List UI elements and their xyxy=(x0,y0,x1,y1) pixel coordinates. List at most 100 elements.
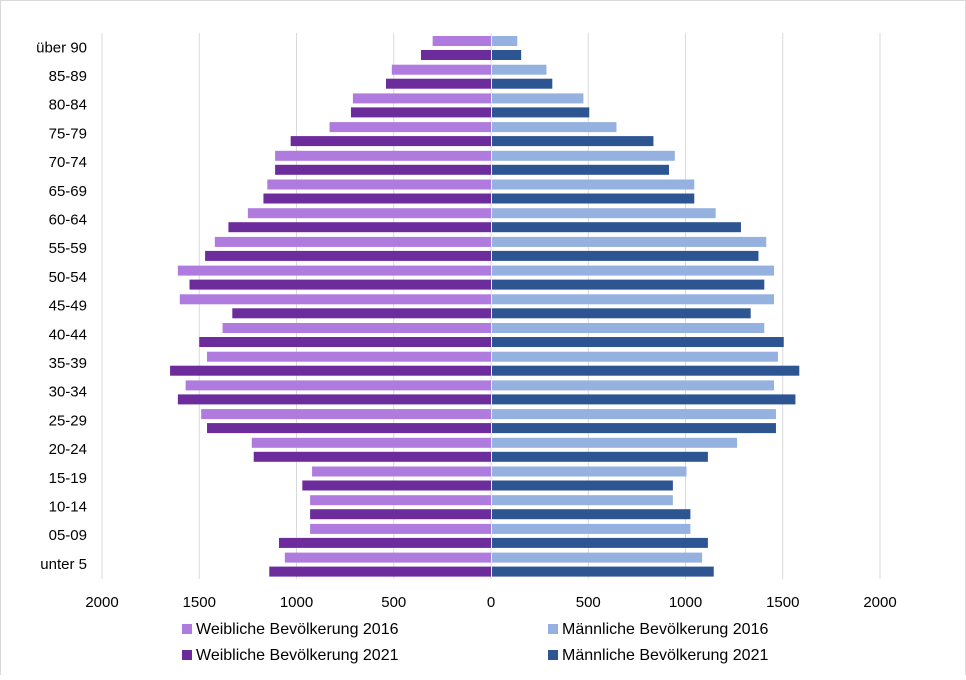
bar-right-3 xyxy=(492,308,751,319)
bar-left-0 xyxy=(310,523,491,534)
bar-left-0 xyxy=(267,179,491,190)
bar-left-1 xyxy=(199,337,491,347)
bar-left-1 xyxy=(385,78,491,89)
bar-right-2 xyxy=(492,294,775,305)
x-tick-label: 2000 xyxy=(863,594,896,611)
bar-left-1 xyxy=(310,509,491,520)
bar-right-2 xyxy=(492,36,518,46)
x-tick-label: 1500 xyxy=(183,594,216,611)
y-tick-label: über 90 xyxy=(36,39,87,56)
bar-right-2 xyxy=(492,179,695,190)
y-tick-label: unter 5 xyxy=(40,556,87,573)
bar-right-2 xyxy=(492,122,617,133)
bar-left-0 xyxy=(177,265,492,276)
bar-left-0 xyxy=(179,294,492,305)
bar-right-2 xyxy=(492,236,767,247)
bar-left-0 xyxy=(201,409,491,420)
y-tick-label: 65-69 xyxy=(49,183,87,200)
y-tick-label: 40-44 xyxy=(49,326,87,343)
x-tick-label: 1000 xyxy=(280,594,313,611)
bar-right-2 xyxy=(492,150,675,161)
bar-left-0 xyxy=(284,552,491,563)
bar-left-0 xyxy=(312,466,491,477)
bar-right-2 xyxy=(492,552,703,563)
bar-left-1 xyxy=(228,222,492,233)
x-tick-label: 0 xyxy=(487,594,495,611)
legend-swatch xyxy=(548,650,558,660)
bar-right-3 xyxy=(492,365,800,376)
y-tick-label: 75-79 xyxy=(49,125,87,142)
bar-right-2 xyxy=(492,208,716,219)
y-tick-label: 70-74 xyxy=(49,154,87,171)
bar-left-0 xyxy=(251,437,491,448)
bar-left-1 xyxy=(205,250,491,261)
y-tick-label: 85-89 xyxy=(49,68,87,85)
bars xyxy=(170,36,800,577)
x-tick-label: 2000 xyxy=(85,594,118,611)
bar-right-3 xyxy=(492,250,759,261)
bar-left-1 xyxy=(420,50,491,60)
y-tick-label: 60-64 xyxy=(49,212,87,229)
y-tick-label: 20-24 xyxy=(49,441,87,458)
legend: Weibliche Bevölkerung 2016 Weibliche Bevö… xyxy=(182,621,768,664)
bar-left-0 xyxy=(329,122,491,133)
bar-left-0 xyxy=(247,208,491,219)
y-tick-label: 25-29 xyxy=(49,412,87,429)
bar-right-2 xyxy=(492,380,775,391)
bar-right-2 xyxy=(492,523,691,534)
bar-right-3 xyxy=(492,193,695,204)
x-tick-label: 1000 xyxy=(669,594,702,611)
legend-label: Männliche Bevölkerung 2016 xyxy=(562,621,768,638)
bar-right-3 xyxy=(492,107,590,118)
bar-right-3 xyxy=(492,337,784,347)
bar-right-3 xyxy=(492,566,714,577)
legend-label: Männliche Bevölkerung 2021 xyxy=(562,647,768,664)
bar-left-1 xyxy=(278,537,491,548)
bar-right-3 xyxy=(492,451,708,462)
y-tick-label: 30-34 xyxy=(49,384,87,401)
legend-label: Weibliche Bevölkerung 2021 xyxy=(196,647,399,664)
bar-left-0 xyxy=(310,495,491,506)
bar-left-0 xyxy=(432,36,491,46)
bar-left-1 xyxy=(170,365,491,376)
x-tick-label: 500 xyxy=(381,594,406,611)
bar-left-1 xyxy=(269,566,491,577)
bar-left-1 xyxy=(350,107,491,118)
x-tick-label: 500 xyxy=(576,594,601,611)
bar-left-0 xyxy=(207,351,491,362)
bar-right-3 xyxy=(492,423,776,434)
bar-right-3 xyxy=(492,394,796,405)
bar-right-2 xyxy=(492,495,673,506)
bar-right-2 xyxy=(492,409,776,420)
bar-left-0 xyxy=(214,236,491,247)
bar-right-2 xyxy=(492,64,547,75)
bar-left-0 xyxy=(185,380,491,391)
bar-right-3 xyxy=(492,509,691,520)
legend-swatch xyxy=(182,624,192,634)
bar-left-1 xyxy=(290,136,491,147)
bar-right-2 xyxy=(492,437,738,448)
bar-right-2 xyxy=(492,351,778,362)
y-tick-label: 10-14 xyxy=(49,499,87,516)
bar-right-3 xyxy=(492,78,553,89)
bar-right-3 xyxy=(492,50,522,60)
bar-right-3 xyxy=(492,164,669,175)
bar-right-2 xyxy=(492,93,584,104)
legend-swatch xyxy=(182,650,192,660)
bar-left-0 xyxy=(222,323,491,333)
bar-left-1 xyxy=(275,164,491,175)
x-axis-labels: 2000 1500 1000 500 0 500 1000 1500 2000 xyxy=(85,594,896,611)
bar-right-2 xyxy=(492,466,687,477)
y-tick-label: 80-84 xyxy=(49,97,87,114)
bar-left-0 xyxy=(352,93,491,104)
bar-left-1 xyxy=(253,451,491,462)
bar-right-2 xyxy=(492,323,765,333)
y-tick-label: 55-59 xyxy=(49,240,87,257)
bar-right-2 xyxy=(492,265,775,276)
y-tick-label: 15-19 xyxy=(49,470,87,487)
legend-label: Weibliche Bevölkerung 2016 xyxy=(196,621,399,638)
bar-right-3 xyxy=(492,480,673,491)
y-tick-label: 45-49 xyxy=(49,298,87,315)
